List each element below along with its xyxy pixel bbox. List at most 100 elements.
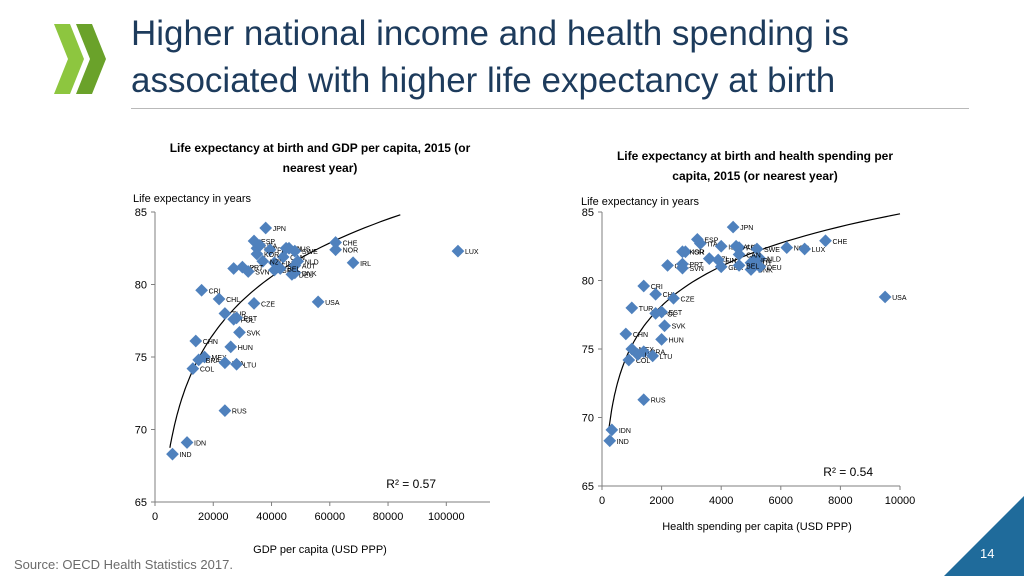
chart1-point-chn xyxy=(189,334,203,348)
chart1-point-label-kor: KOR xyxy=(264,252,279,259)
chart2-point-label-esp: ESP xyxy=(704,237,718,244)
chart2-y-tick-label: 65 xyxy=(582,481,594,493)
chart1-x-tick-label: 100000 xyxy=(428,511,465,523)
chart2-point-label-hun: HUN xyxy=(669,337,684,344)
logo-chevron-left xyxy=(54,24,84,94)
chart1-point-label-pol: POL xyxy=(241,317,255,324)
chart1-point-label-lux: LUX xyxy=(465,249,479,256)
oecd-logo xyxy=(54,24,106,94)
chart1-point-col xyxy=(186,362,200,375)
chart2-point-label-nld: NLD xyxy=(767,257,781,264)
chart2-point-label-fin: FIN xyxy=(725,258,736,265)
chart2-r2: R² = 0.54 xyxy=(823,465,873,479)
chart1-point-label-bel: BEL xyxy=(287,267,300,274)
chart1-point-est xyxy=(230,311,243,325)
chart2-point-label-col: COL xyxy=(636,358,651,365)
chart1-point-label-nor: NOR xyxy=(343,248,359,255)
chart1-y-tick-label: 65 xyxy=(135,497,147,509)
chart1-point-label-rus: RUS xyxy=(232,409,247,416)
chart2-x-tick-label: 0 xyxy=(599,495,605,507)
chart2-point-label-aut: AUT xyxy=(758,261,773,268)
chart1-point-label-nld: NLD xyxy=(305,259,319,266)
title-line-2: associated with higher life expectancy a… xyxy=(131,61,836,100)
chart2-point-cri xyxy=(637,279,651,293)
chart2-point-label-idn: IDN xyxy=(619,428,631,435)
chart2-point-label-aus: AUS xyxy=(743,244,758,251)
chart1-point-svn xyxy=(241,265,255,278)
chart2-point-ind xyxy=(603,434,617,448)
chart2-xlabel: Health spending per capita (USD PPP) xyxy=(662,521,852,533)
chart1-point-bra xyxy=(192,353,206,367)
chart1-point-nzl xyxy=(256,254,270,268)
chart2-point-label-dnk: DNK xyxy=(758,268,773,275)
chart1-point-label-chn: CHN xyxy=(203,339,218,346)
chart1-point-label-dnk: DNK xyxy=(302,271,317,278)
chart2-point-label-ita: ITA xyxy=(707,242,718,249)
chart1-point-bel xyxy=(273,262,287,275)
chart1-x-tick-label: 80000 xyxy=(373,511,404,523)
chart2-y-tick-label: 85 xyxy=(582,207,594,219)
chart1-point-lux xyxy=(451,244,465,258)
chart2-point-label-irl: IRL xyxy=(761,258,772,265)
chart1-r2: R² = 0.57 xyxy=(386,477,436,491)
chart1-point-usa xyxy=(311,295,325,309)
chart2-point-label-svk: SVK xyxy=(672,324,686,331)
chart2-point-label-cri: CRI xyxy=(651,284,663,291)
chart1-point-label-mex: MEX xyxy=(212,355,228,362)
chart1-x-tick-label: 0 xyxy=(152,511,158,523)
chart2-ylabel: Life expectancy in years xyxy=(581,196,700,208)
chart1-x-tick-label: 60000 xyxy=(314,511,345,523)
chart1-point-rus xyxy=(218,404,232,418)
chart1-y-tick-label: 70 xyxy=(135,425,147,437)
chart1-point-label-fin: FIN xyxy=(281,261,292,268)
chart2-point-label-lux: LUX xyxy=(812,247,826,254)
chart2-point-idn xyxy=(605,423,619,437)
chart1-xlabel: GDP per capita (USD PPP) xyxy=(253,544,387,556)
chart1-point-label-jpn: JPN xyxy=(273,226,286,233)
chart1-point-label-aus: AUS xyxy=(296,246,311,253)
chart2-y-tick-label: 75 xyxy=(582,344,594,356)
chart2-title-line-2: capita, 2015 (or nearest year) xyxy=(672,169,838,183)
chart2-point-label-usa: USA xyxy=(892,295,907,302)
chart2-point-label-tur: TUR xyxy=(639,306,653,313)
chart2-point-rus xyxy=(637,393,651,407)
chart1-title-line-1: Life expectancy at birth and GDP per cap… xyxy=(169,141,471,155)
chart1-point-label-hun: HUN xyxy=(238,345,253,352)
title-divider xyxy=(131,108,969,109)
chart1-point-chl xyxy=(212,292,226,306)
chart1-point-label-nzl: NZL xyxy=(270,259,283,266)
chart1-point-idn xyxy=(180,436,194,449)
chart1-point-label-swe: SWE xyxy=(302,249,318,256)
chart1-point-label-esp: ESP xyxy=(261,239,275,246)
chart1-y-tick-label: 80 xyxy=(135,280,147,292)
chart2-point-label-can: CAN xyxy=(746,252,761,259)
logo-chevron-right xyxy=(76,24,106,94)
page-title: Higher national income and health spendi… xyxy=(131,10,991,104)
chart1-x-tick-label: 20000 xyxy=(198,511,229,523)
chart2-point-jpn xyxy=(726,220,740,234)
chart2-point-label-bra: BRA xyxy=(651,350,666,357)
chart1-x-tick-label: 40000 xyxy=(256,511,287,523)
chart2-point-label-kor: KOR xyxy=(689,250,704,257)
chart2-point-label-chl: CHL xyxy=(663,292,677,299)
chart1-point-label-svn: SVN xyxy=(255,269,269,276)
chart2-point-svk xyxy=(658,319,671,333)
chart1-y-tick-label: 75 xyxy=(135,352,147,364)
chart2-x-tick-label: 10000 xyxy=(885,495,916,507)
chart2-point-label-isr: ISR xyxy=(692,250,704,257)
chart2-x-tick-label: 4000 xyxy=(709,495,733,507)
chart1-ylabel: Life expectancy in years xyxy=(133,193,252,205)
chart1-point-irl xyxy=(346,256,360,270)
chart2-point-label-swe: SWE xyxy=(764,247,780,254)
chart1-point-label-cze: CZE xyxy=(261,301,275,308)
chart1-point-cri xyxy=(195,283,208,297)
page-number: 14 xyxy=(980,546,995,561)
chart2-point-fin xyxy=(711,253,725,267)
chart1-point-grc xyxy=(227,262,241,275)
chart1-point-ind xyxy=(166,447,179,461)
chart2-point-label-prt: PRT xyxy=(689,262,704,269)
chart1-point-nor xyxy=(329,243,342,257)
chart2-x-tick-label: 2000 xyxy=(649,495,673,507)
chart2-x-tick-label: 6000 xyxy=(769,495,793,507)
